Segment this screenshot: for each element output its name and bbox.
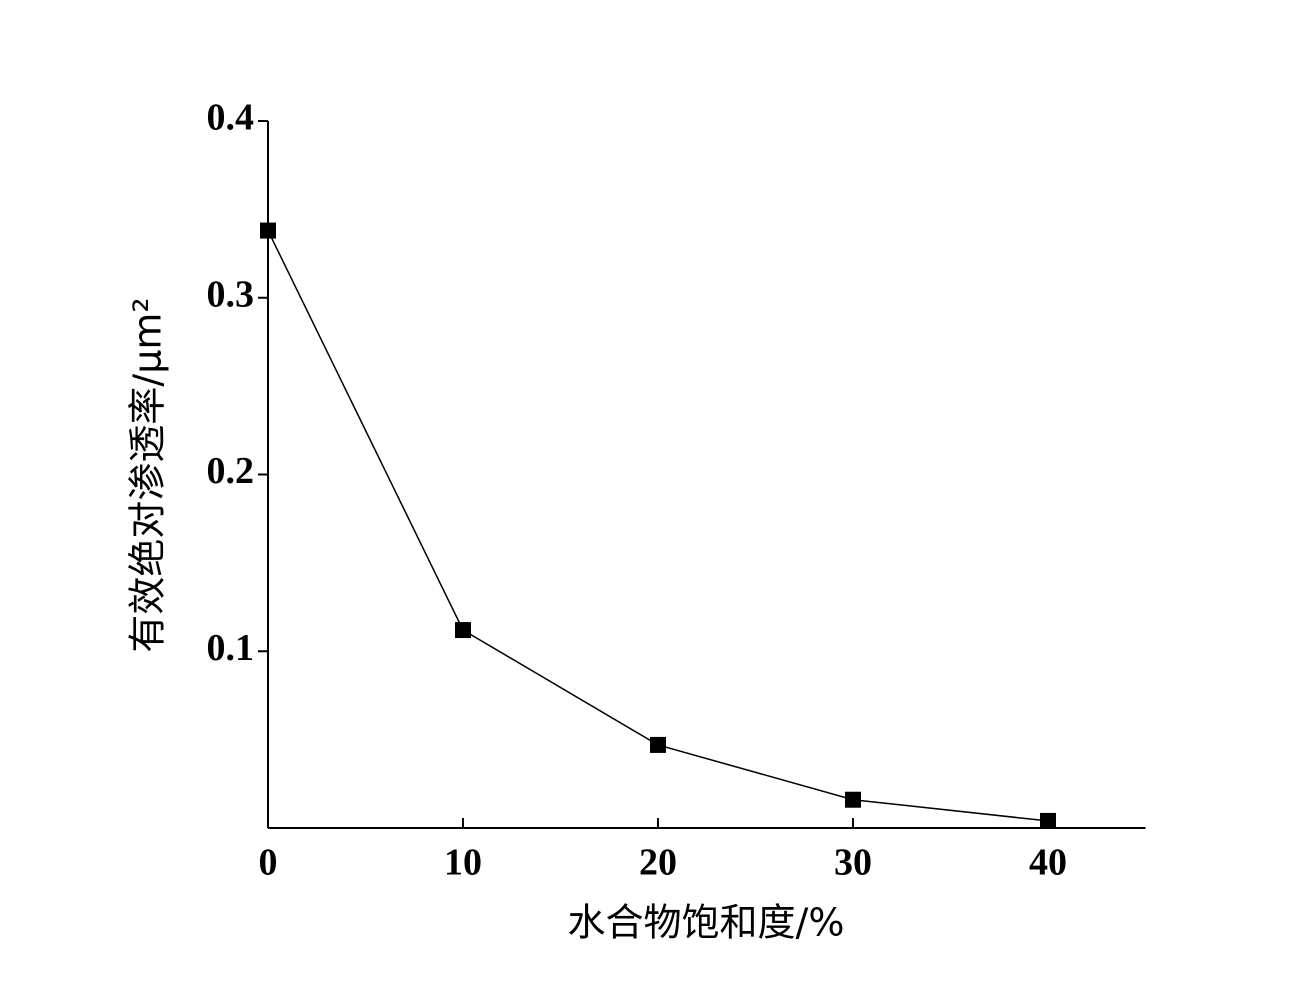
x-tick-label: 40 — [1029, 842, 1067, 884]
y-tick-label: 0.3 — [207, 273, 255, 315]
y-axis-label: 有效绝对渗透率/μm² — [126, 297, 170, 652]
marker — [845, 791, 861, 808]
y-tick-label: 0.1 — [207, 627, 255, 669]
marker — [455, 622, 471, 639]
series-line — [267, 230, 1049, 822]
marker — [650, 736, 666, 753]
x-tick-label: 30 — [834, 842, 872, 884]
y-tick-label: 0.2 — [207, 450, 255, 492]
marker — [1040, 812, 1056, 829]
x-tick-label: 10 — [444, 842, 482, 884]
x-tick-label: 20 — [639, 842, 677, 884]
x-tick-label: 0 — [259, 842, 278, 884]
y-tick-label: 0.4 — [207, 97, 255, 139]
x-axis-label: 水合物饱和度/% — [568, 901, 845, 945]
marker — [260, 222, 276, 239]
